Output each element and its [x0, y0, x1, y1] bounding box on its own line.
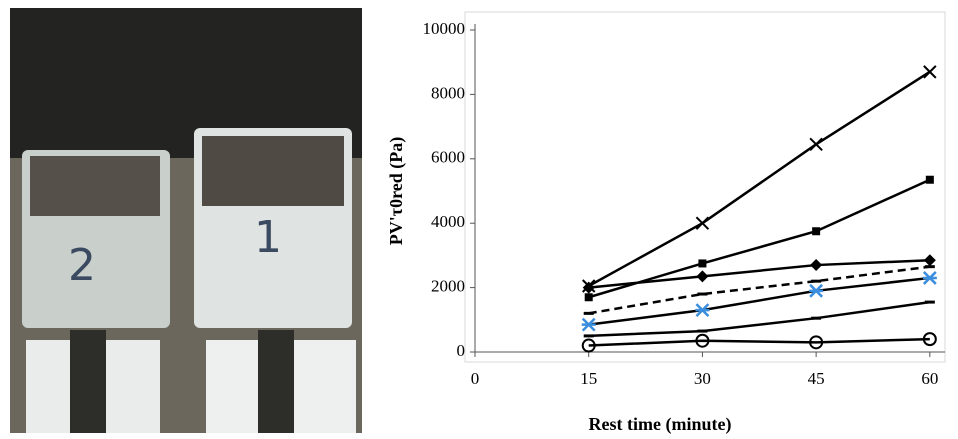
marker — [809, 335, 824, 350]
series-line — [588, 337, 930, 347]
x-tick-label: 30 — [694, 369, 711, 388]
y-tick-label: 2000 — [431, 277, 465, 296]
photo-label: 1 — [254, 212, 282, 263]
marker — [581, 317, 596, 332]
marker — [695, 216, 710, 230]
series-line — [588, 276, 930, 326]
marker — [810, 259, 823, 272]
x-tick-label: 0 — [471, 369, 480, 388]
series-line — [588, 70, 931, 288]
x-tick-label: 15 — [580, 369, 597, 388]
y-tick-label: 6000 — [431, 148, 465, 167]
series-line — [588, 258, 930, 289]
marker — [582, 281, 595, 294]
y-tick-label: 8000 — [431, 83, 465, 102]
marker — [696, 270, 709, 283]
photo-label: 2 — [68, 240, 96, 291]
x-axis-title: Rest time (minute) — [589, 414, 732, 435]
y-axis-title: PV'τ0red (Pa) — [386, 137, 407, 245]
marker — [584, 293, 593, 302]
bucket-fill — [202, 136, 344, 206]
marker — [922, 332, 937, 347]
marker — [809, 137, 823, 152]
series-line — [588, 178, 931, 299]
marker — [922, 271, 937, 285]
photo: 2 1 — [10, 8, 362, 433]
marker — [698, 259, 707, 268]
strap — [258, 330, 294, 433]
series-line — [588, 300, 931, 338]
y-tick-label: 4000 — [431, 212, 465, 231]
marker — [695, 333, 710, 348]
series-line — [588, 265, 930, 315]
marker — [923, 254, 936, 267]
marker — [925, 175, 934, 184]
marker — [812, 227, 821, 236]
x-tick-label: 60 — [921, 369, 938, 388]
y-tick-label: 10000 — [423, 19, 466, 38]
plot-frame — [464, 11, 946, 363]
marker — [581, 338, 596, 353]
marker — [923, 65, 937, 79]
marker — [695, 303, 710, 318]
strap — [70, 330, 106, 433]
bucket-fill — [30, 156, 160, 216]
x-tick-label: 45 — [808, 369, 825, 388]
y-tick-label: 0 — [457, 341, 466, 360]
marker — [809, 283, 824, 298]
